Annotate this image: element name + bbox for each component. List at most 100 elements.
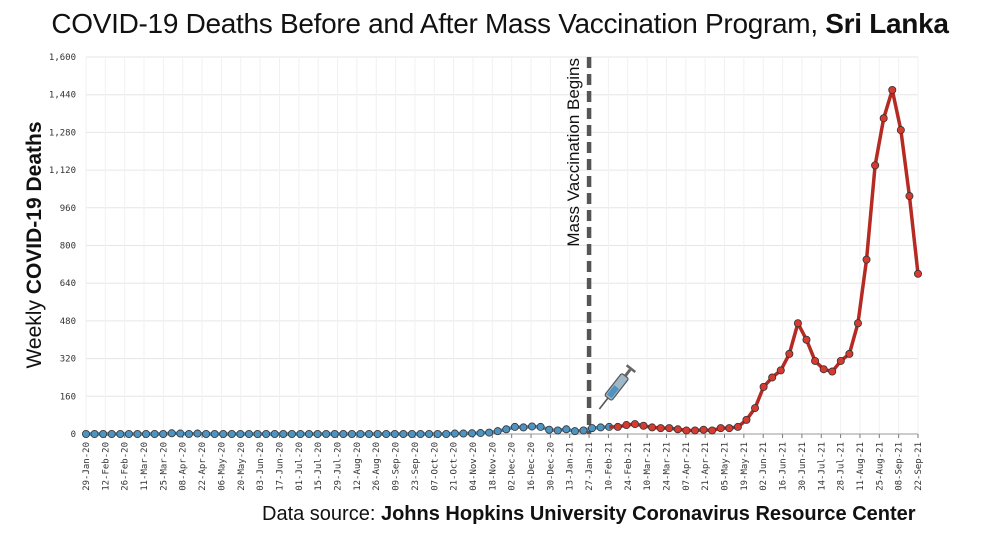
x-tick-label: 29-Jul-20: [334, 442, 344, 491]
after-point: [622, 421, 631, 430]
y-tick-label: 1,280: [49, 128, 76, 138]
x-tick-label: 25-Aug-21: [875, 442, 885, 491]
x-tick-label: 12-Feb-20: [101, 442, 111, 491]
after-point: [699, 425, 708, 434]
x-tick-label: 09-Sep-20: [392, 442, 402, 491]
before-point: [562, 425, 571, 434]
x-tick-label: 07-Oct-20: [430, 442, 440, 491]
x-tick-label: 01-Jul-20: [295, 442, 305, 491]
before-point: [227, 429, 236, 438]
x-tick-label: 11-Aug-21: [856, 442, 866, 491]
before-point: [510, 422, 519, 431]
before-point: [416, 429, 425, 438]
x-tick-label: 02-Jun-21: [759, 442, 769, 491]
after-point: [665, 424, 674, 433]
before-point: [485, 428, 494, 437]
chart-title: COVID-19 Deaths Before and After Mass Va…: [0, 8, 1000, 40]
before-point: [407, 429, 416, 438]
before-point: [596, 423, 605, 432]
before-point: [382, 429, 391, 438]
x-tick-label: 10-Feb-21: [604, 442, 614, 491]
x-tick-label: 16-Dec-20: [527, 442, 537, 491]
chart-title-main: COVID-19 Deaths Before and After Mass Va…: [51, 8, 818, 39]
after-point: [648, 423, 657, 432]
before-point: [296, 429, 305, 438]
before-point: [322, 429, 331, 438]
before-point: [244, 429, 253, 438]
after-point: [673, 425, 682, 434]
x-tick-label: 24-Mar-21: [662, 442, 672, 491]
x-tick-label: 03-Jun-20: [256, 442, 266, 491]
after-point: [828, 367, 837, 376]
x-tick-label: 02-Dec-20: [508, 442, 518, 491]
before-point: [270, 429, 279, 438]
y-tick-label: 1,120: [49, 166, 76, 176]
x-tick-label: 05-May-21: [721, 442, 731, 491]
y-tick-label: 0: [71, 430, 76, 440]
before-point: [433, 429, 442, 438]
y-axis-ticks: 0 160 320 480 640 800 960 1,120 1,280 1,440 1,600: [49, 53, 76, 440]
before-point: [219, 429, 228, 438]
x-tick-label: 27-Jan-21: [585, 442, 595, 491]
y-tick-label: 480: [60, 317, 76, 327]
x-tick-label: 17-Jun-20: [275, 442, 285, 491]
before-point: [442, 429, 451, 438]
before-point: [399, 429, 408, 438]
before-point: [279, 429, 288, 438]
before-point: [107, 429, 116, 438]
y-tick-label: 800: [60, 242, 76, 252]
after-point: [871, 161, 880, 170]
before-point: [193, 429, 202, 438]
before-point: [262, 429, 271, 438]
y-axis-label: Weekly COVID-19 Deaths: [23, 121, 46, 368]
after-point: [853, 319, 862, 328]
before-point: [588, 424, 597, 433]
x-axis-ticks: 29-Jan-20 12-Feb-20 26-Feb-20 11-Mar-20 25-M…: [82, 434, 924, 491]
x-tick-label: 07-Apr-21: [682, 442, 692, 491]
after-point: [836, 356, 845, 365]
syringe-icon: [598, 364, 637, 410]
before-point: [142, 429, 151, 438]
before-point: [502, 425, 511, 434]
x-tick-label: 10-Mar-21: [643, 442, 653, 491]
y-tick-label: 1,440: [49, 91, 76, 101]
series-after-vaccination: [609, 85, 923, 435]
after-point: [914, 269, 923, 278]
x-tick-label: 24-Feb-21: [624, 442, 634, 491]
x-tick-label: 25-Mar-20: [159, 442, 169, 491]
before-point: [519, 423, 528, 432]
after-point: [845, 349, 854, 358]
before-point: [236, 429, 245, 438]
grid-lines: [85, 56, 919, 435]
after-point: [613, 422, 622, 431]
x-tick-label: 06-May-20: [217, 442, 227, 491]
before-point: [339, 429, 348, 438]
before-point: [210, 429, 219, 438]
after-point: [759, 382, 768, 391]
chart-title-country: Sri Lanka: [825, 8, 949, 39]
before-point: [90, 429, 99, 438]
before-point: [476, 429, 485, 438]
after-point: [630, 420, 639, 429]
before-point: [167, 429, 176, 438]
before-point: [305, 429, 314, 438]
before-point: [347, 429, 356, 438]
before-point: [390, 429, 399, 438]
after-point: [768, 373, 777, 382]
y-tick-label: 160: [60, 392, 76, 402]
after-point: [708, 426, 717, 435]
x-tick-label: 18-Nov-20: [488, 442, 498, 491]
y-tick-label: 1,600: [49, 53, 76, 63]
after-point: [742, 415, 751, 424]
before-point: [82, 429, 91, 438]
y-axis-label-prefix: Weekly: [23, 300, 46, 369]
before-point: [365, 429, 374, 438]
before-point: [253, 429, 262, 438]
after-point: [802, 335, 811, 344]
x-tick-label: 12-Aug-20: [353, 442, 363, 491]
after-point: [879, 114, 888, 123]
before-point: [545, 425, 554, 434]
after-point: [793, 319, 802, 328]
before-point: [450, 429, 459, 438]
x-tick-label: 16-Jun-21: [779, 442, 789, 491]
